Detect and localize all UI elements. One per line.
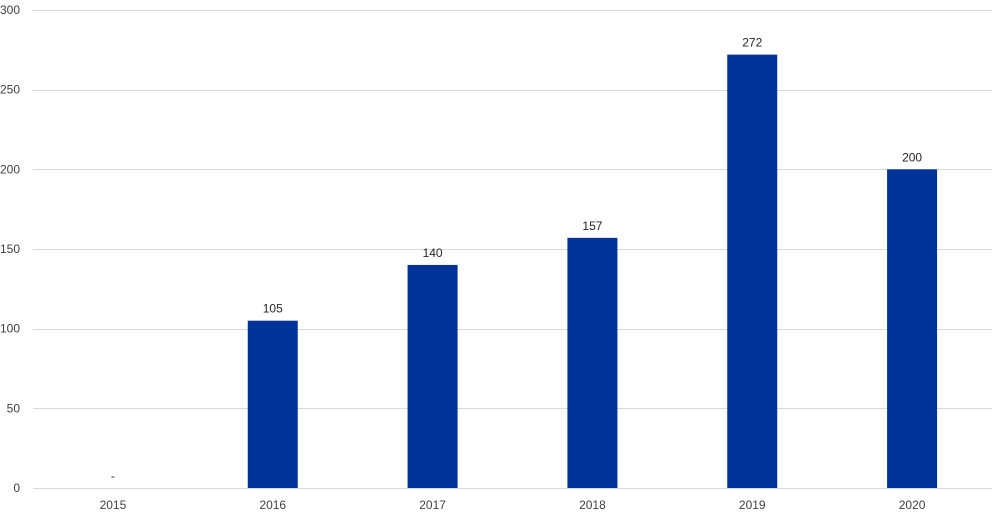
- data-label-2020: 200: [902, 150, 922, 164]
- y-axis-ticks: 0 50 100 150 200 250 300: [0, 3, 20, 495]
- bar-2020: [887, 169, 938, 489]
- data-label-2018: 157: [582, 219, 602, 233]
- bar-2016: [247, 320, 298, 488]
- bar-2017: [407, 264, 458, 488]
- data-label-2016: 105: [263, 302, 283, 316]
- bar-2019: [727, 54, 778, 488]
- x-tick-label-2020: 2020: [899, 498, 926, 512]
- x-axis-ticks: 2015 2016 2017 2018 2019 2020: [100, 498, 926, 512]
- x-tick-label-2019: 2019: [739, 498, 766, 512]
- x-tick-label-2017: 2017: [419, 498, 446, 512]
- y-tick-label: 200: [0, 162, 20, 176]
- data-label-2015: -: [111, 469, 115, 483]
- y-tick-label: 150: [0, 242, 20, 256]
- y-tick-label: 250: [0, 83, 20, 97]
- x-tick-label-2015: 2015: [100, 498, 127, 512]
- x-tick-label-2018: 2018: [579, 498, 606, 512]
- data-label-2019: 272: [742, 36, 762, 50]
- gridlines: [33, 10, 992, 489]
- bars: [247, 54, 938, 489]
- y-tick-label: 100: [0, 322, 20, 336]
- bar-2018: [567, 237, 618, 488]
- x-tick-label-2016: 2016: [259, 498, 286, 512]
- y-tick-label: 50: [7, 401, 21, 415]
- y-tick-label: 300: [0, 3, 20, 17]
- data-labels: - 105 140 157 272 200: [111, 36, 922, 483]
- data-label-2017: 140: [423, 246, 443, 260]
- y-tick-label: 0: [13, 481, 20, 495]
